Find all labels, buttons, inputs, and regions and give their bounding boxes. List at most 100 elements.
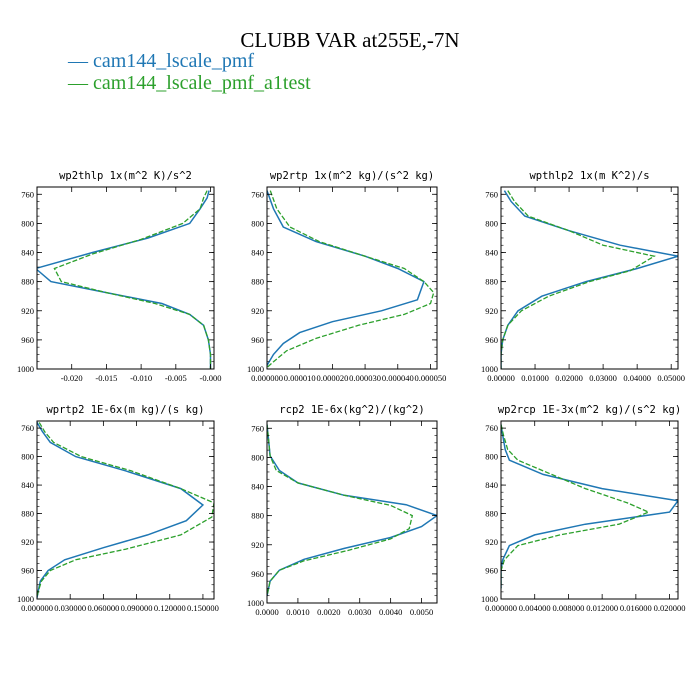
y-tick-label: 840	[251, 482, 264, 492]
y-tick-label: 800	[21, 452, 34, 462]
y-tick-label: 760	[485, 189, 498, 199]
plot-frame	[266, 186, 438, 370]
y-tick-label: 920	[251, 540, 264, 550]
x-tick-label: 0.000020	[316, 373, 348, 383]
series-line-1	[37, 422, 214, 598]
x-tick-label: 0.016000	[620, 603, 652, 613]
y-tick-label: 880	[251, 511, 264, 521]
x-tick-label: 0.000040	[382, 373, 414, 383]
y-tick-label: 960	[251, 569, 264, 579]
x-tick-label: 0.150000	[187, 603, 219, 613]
x-tick-label: 0.0020	[317, 607, 340, 617]
plot-frame	[36, 186, 215, 370]
x-tick-label: 0.020000	[654, 603, 686, 613]
x-tick-label: 0.000010	[284, 373, 316, 383]
x-tick-label: 0.060000	[87, 603, 119, 613]
panel-title: wpthlp2 1x(m K^2)/s	[529, 170, 649, 182]
y-tick-label: 800	[21, 218, 34, 228]
x-tick-label: 0.02000	[555, 373, 583, 383]
legend-marker-1: —	[68, 72, 88, 94]
x-tick-label: 0.01000	[521, 373, 549, 383]
panel-4: rcp2 1E-6x(kg^2)/(kg^2) 760 800 840 880 920 96…	[247, 404, 438, 617]
x-tick-label: 0.0010	[286, 607, 309, 617]
y-tick-label: 800	[251, 218, 264, 228]
x-tick-label: 0.0030	[348, 607, 371, 617]
y-tick-label: 880	[485, 509, 498, 519]
x-tick-label: 0.05000	[657, 373, 685, 383]
y-tick-label: 880	[251, 277, 264, 287]
x-tick-label: 0.0050	[410, 607, 433, 617]
y-tick-label: 1000	[17, 594, 34, 604]
series-line-0	[501, 190, 678, 369]
y-tick-label: 760	[251, 423, 264, 433]
panel-title: wp2rtp 1x(m^2 kg)/(s^2 kg)	[270, 170, 434, 182]
series-line-1	[53, 190, 212, 369]
y-tick-label: 880	[21, 277, 34, 287]
x-tick-label: 0.0040	[379, 607, 402, 617]
y-tick-label: 1000	[247, 598, 264, 608]
plot-frame	[500, 420, 679, 600]
y-tick-label: 760	[251, 189, 264, 199]
y-tick-label: 840	[485, 480, 498, 490]
y-tick-label: 840	[485, 248, 498, 258]
y-tick-label: 960	[485, 335, 498, 345]
plot-frame	[500, 186, 679, 370]
y-tick-label: 800	[485, 452, 498, 462]
panel-title: wp2rcp 1E-3x(m^2 kg)/(s^2 kg)	[498, 404, 681, 416]
x-tick-label: 0.000000	[251, 373, 283, 383]
plot-frame	[36, 420, 215, 600]
legend-label-0: cam144_lscale_pmf	[93, 50, 255, 72]
x-tick-label: 0.000030	[349, 373, 381, 383]
x-tick-label: 0.090000	[121, 603, 153, 613]
x-tick-label: 0.000050	[415, 373, 447, 383]
y-tick-label: 880	[485, 277, 498, 287]
x-tick-label: -0.015	[95, 373, 117, 383]
x-tick-label: 0.04000	[623, 373, 651, 383]
panel-title: rcp2 1E-6x(kg^2)/(kg^2)	[279, 404, 424, 416]
panel-title: wprtp2 1E-6x(m kg)/(s kg)	[46, 404, 204, 416]
x-tick-label: 0.0000	[255, 607, 278, 617]
y-tick-label: 960	[21, 566, 34, 576]
series-line-0	[37, 422, 205, 598]
series-line-0	[267, 190, 425, 366]
y-tick-label: 880	[21, 509, 34, 519]
panel-1: wp2rtp 1x(m^2 kg)/(s^2 kg) 760 800 840 880 92…	[247, 170, 446, 383]
y-tick-label: 760	[21, 423, 34, 433]
x-tick-label: 0.120000	[154, 603, 186, 613]
panel-2: wpthlp2 1x(m K^2)/s 760 800 840 880 920 960 100…	[481, 170, 685, 383]
y-tick-label: 920	[485, 537, 498, 547]
panel-title: wp2thlp 1x(m^2 K)/s^2	[59, 170, 192, 182]
y-tick-label: 920	[21, 306, 34, 316]
y-tick-label: 1000	[481, 594, 498, 604]
y-tick-label: 760	[21, 189, 34, 199]
x-tick-label: 0.004000	[519, 603, 551, 613]
x-tick-label: 0.00000	[487, 373, 515, 383]
x-tick-label: -0.005	[165, 373, 187, 383]
x-tick-label: -0.020	[61, 373, 83, 383]
y-tick-label: 800	[251, 452, 264, 462]
x-tick-label: 0.012000	[586, 603, 618, 613]
legend-item-1: — cam144_lscale_pmf_a1test	[68, 72, 311, 95]
x-tick-label: 0.030000	[54, 603, 86, 613]
series-line-1	[267, 424, 414, 596]
series-line-1	[267, 190, 435, 368]
y-tick-label: 840	[21, 248, 34, 258]
x-tick-label: 0.008000	[552, 603, 584, 613]
x-tick-label: 0.000000	[485, 603, 517, 613]
legend-marker-0: —	[68, 50, 88, 72]
x-tick-label: 0.000000	[21, 603, 53, 613]
series-line-0	[501, 424, 678, 589]
legend-item-0: — cam144_lscale_pmf	[68, 50, 254, 73]
panel-5: wp2rcp 1E-3x(m^2 kg)/(s^2 kg)760 800 840 88…	[481, 404, 686, 613]
y-tick-label: 760	[485, 423, 498, 433]
series-line-0	[37, 190, 212, 369]
legend-label-1: cam144_lscale_pmf_a1test	[93, 72, 311, 94]
y-tick-label: 920	[251, 306, 264, 316]
plot-frame	[266, 420, 438, 604]
y-tick-label: 1000	[247, 364, 264, 374]
series-line-1	[501, 424, 651, 589]
y-tick-label: 800	[485, 218, 498, 228]
series-line-0	[267, 424, 437, 596]
x-tick-label: -0.000	[200, 373, 222, 383]
